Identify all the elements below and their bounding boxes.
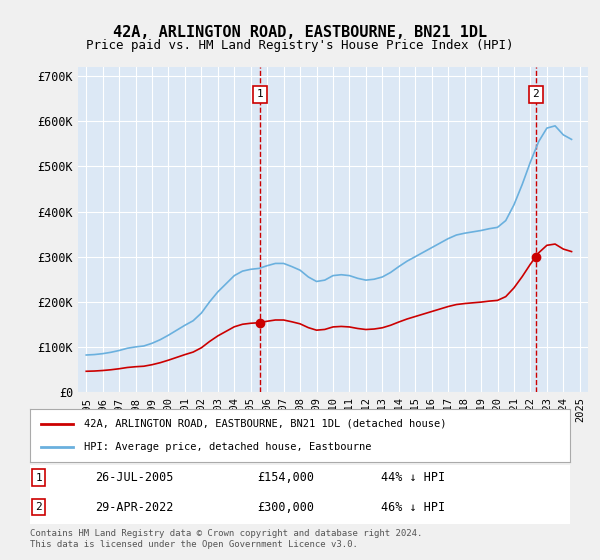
Text: Contains HM Land Registry data © Crown copyright and database right 2024.
This d: Contains HM Land Registry data © Crown c… <box>30 529 422 549</box>
Text: 42A, ARLINGTON ROAD, EASTBOURNE, BN21 1DL (detached house): 42A, ARLINGTON ROAD, EASTBOURNE, BN21 1D… <box>84 419 446 429</box>
Text: 2: 2 <box>35 502 42 512</box>
Text: 42A, ARLINGTON ROAD, EASTBOURNE, BN21 1DL: 42A, ARLINGTON ROAD, EASTBOURNE, BN21 1D… <box>113 25 487 40</box>
Text: 44% ↓ HPI: 44% ↓ HPI <box>381 471 445 484</box>
Text: 1: 1 <box>35 473 42 483</box>
Text: 46% ↓ HPI: 46% ↓ HPI <box>381 501 445 514</box>
Text: £154,000: £154,000 <box>257 471 314 484</box>
Text: 29-APR-2022: 29-APR-2022 <box>95 501 173 514</box>
Text: 1: 1 <box>257 89 263 99</box>
Text: £300,000: £300,000 <box>257 501 314 514</box>
Text: 2: 2 <box>532 89 539 99</box>
Text: 26-JUL-2005: 26-JUL-2005 <box>95 471 173 484</box>
Text: Price paid vs. HM Land Registry's House Price Index (HPI): Price paid vs. HM Land Registry's House … <box>86 39 514 52</box>
Text: HPI: Average price, detached house, Eastbourne: HPI: Average price, detached house, East… <box>84 442 371 452</box>
